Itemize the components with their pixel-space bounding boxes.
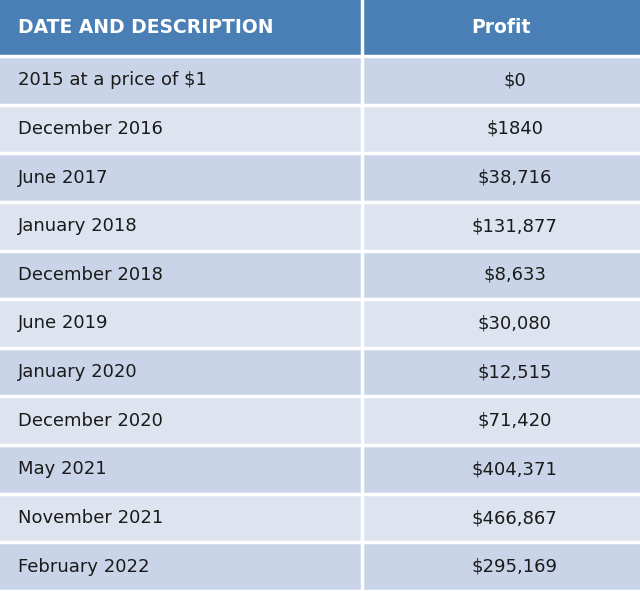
Text: $38,716: $38,716 (477, 168, 552, 187)
Text: February 2022: February 2022 (18, 558, 150, 576)
Bar (362, 105, 640, 153)
Bar (362, 493, 640, 543)
Bar (362, 153, 640, 202)
Bar (362, 251, 640, 299)
Bar (0, 105, 362, 153)
Text: December 2016: December 2016 (18, 120, 163, 138)
Text: 2015 at a price of $1: 2015 at a price of $1 (18, 72, 207, 89)
Bar (362, 202, 640, 251)
Bar (362, 543, 640, 591)
Bar (0, 299, 362, 348)
Bar (0, 348, 362, 397)
Bar (0, 493, 362, 543)
Text: December 2020: December 2020 (18, 412, 163, 430)
Text: November 2021: November 2021 (18, 509, 163, 527)
Text: $30,080: $30,080 (478, 314, 552, 333)
Text: $466,867: $466,867 (472, 509, 557, 527)
Bar (0, 0, 362, 56)
Text: January 2018: January 2018 (18, 217, 138, 235)
Text: $1840: $1840 (486, 120, 543, 138)
Text: $71,420: $71,420 (477, 412, 552, 430)
Bar (0, 251, 362, 299)
Bar (0, 153, 362, 202)
Bar (362, 299, 640, 348)
Text: $404,371: $404,371 (472, 460, 557, 478)
Bar (362, 56, 640, 105)
Bar (0, 202, 362, 251)
Bar (362, 445, 640, 493)
Text: Profit: Profit (471, 18, 531, 37)
Text: DATE AND DESCRIPTION: DATE AND DESCRIPTION (18, 18, 273, 37)
Text: June 2019: June 2019 (18, 314, 109, 333)
Bar (0, 543, 362, 591)
Text: $295,169: $295,169 (472, 558, 557, 576)
Bar (362, 397, 640, 445)
Text: January 2020: January 2020 (18, 363, 138, 381)
Text: $0: $0 (503, 72, 526, 89)
Bar (0, 445, 362, 493)
Text: June 2017: June 2017 (18, 168, 109, 187)
Text: $131,877: $131,877 (472, 217, 557, 235)
Text: $12,515: $12,515 (477, 363, 552, 381)
Text: December 2018: December 2018 (18, 266, 163, 284)
Bar (362, 348, 640, 397)
Bar (362, 0, 640, 56)
Text: $8,633: $8,633 (483, 266, 546, 284)
Bar (0, 397, 362, 445)
Bar (0, 56, 362, 105)
Text: May 2021: May 2021 (18, 460, 107, 478)
